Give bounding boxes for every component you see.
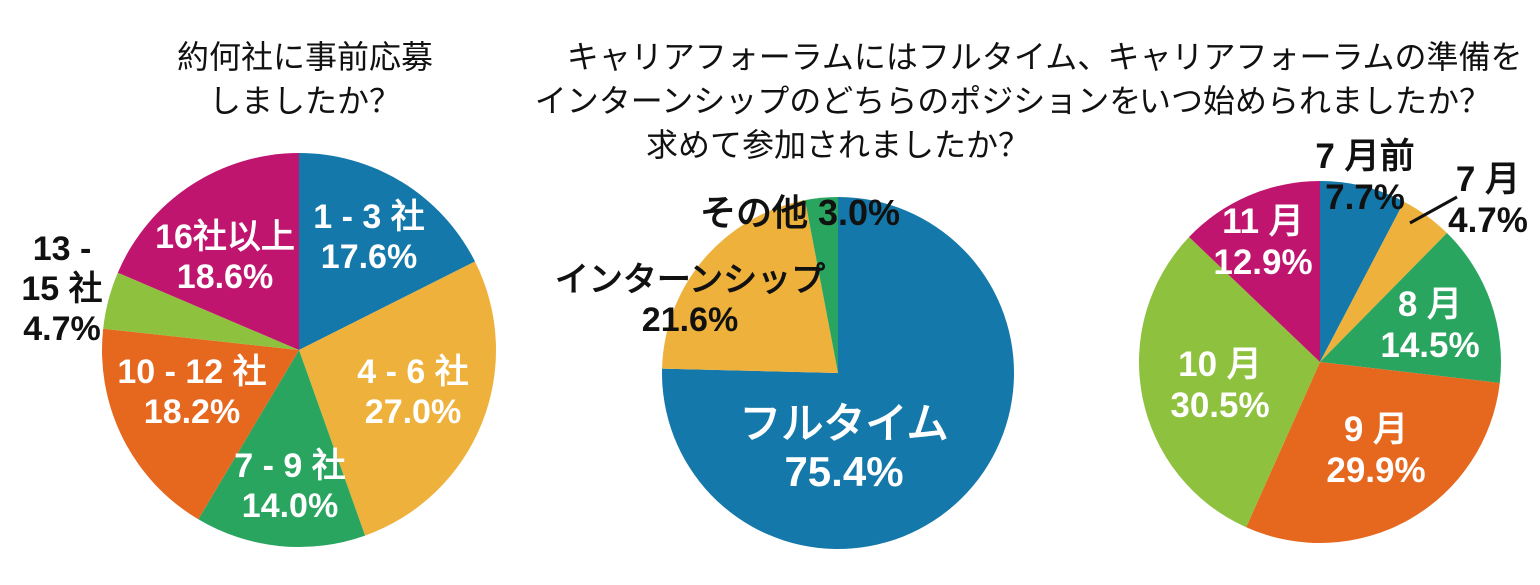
pie3-slice-9月 — [1246, 362, 1500, 544]
slice-label-line: 10 - 12 社 — [117, 353, 267, 391]
pie1-label-10-12社: 10 - 12 社 18.2% — [117, 352, 266, 432]
chart1-title-line: しましたか？ — [208, 83, 402, 119]
pie2-label-インターンシップ: インターンシップ 21.6% — [555, 260, 825, 340]
slice-label-line: 27.0% — [364, 393, 462, 431]
pie1-label-4-6社: 4 - 6 社 27.0% — [357, 352, 468, 432]
slice-label-line: 13 - — [32, 230, 92, 268]
pie1-label-1-3社: 1 - 3 社 17.6% — [313, 197, 424, 277]
slice-label-line: インターンシップ — [554, 261, 826, 299]
pie1-label-7-9社: 7 - 9 社 14.0% — [234, 446, 345, 526]
slice-label-line: 29.9% — [1326, 451, 1426, 490]
slice-label-line: フルタイム — [739, 400, 949, 447]
slice-label-line: 4.7% — [23, 310, 101, 348]
pie3-slice-8月 — [1320, 233, 1501, 383]
slice-label-line: 4 - 6 社 — [357, 353, 469, 391]
slice-label-line: 16社以上 — [155, 218, 295, 256]
slice-label-line: その他 3.0% — [699, 192, 901, 233]
pie1-slice-4-6社 — [299, 261, 497, 536]
slice-label-line: 15 社 — [21, 270, 103, 308]
slice-label-line: 7 月 — [1455, 160, 1521, 199]
pie2-slice-フルタイム — [662, 197, 1015, 550]
pie3-label-8月: 8 月 14.5% — [1380, 284, 1479, 366]
pie3-slice-7月前 — [1320, 181, 1405, 362]
slice-label-line: 10 月 — [1178, 345, 1262, 384]
pie2-label-フルタイム: フルタイム 75.4% — [739, 400, 948, 496]
chart3-title-line: いつ始められましたか？ — [1138, 83, 1492, 119]
slice-label-line: 18.6% — [176, 258, 274, 296]
pie3-slice-11月 — [1189, 181, 1320, 362]
pie3-label-7月前: 7 月前 7.7% — [1315, 136, 1414, 218]
slice-label-line: 30.5% — [1170, 386, 1270, 425]
slice-label-line: 11 月 — [1222, 202, 1304, 241]
pie3-slice-10月 — [1138, 237, 1320, 528]
slice-label-line: 7 - 9 社 — [234, 447, 346, 485]
slice-label-line: 7 月前 — [1315, 137, 1415, 176]
pie3-label-11月: 11 月 12.9% — [1213, 201, 1312, 283]
chart1-title-line: 約何社に事前応募 — [176, 39, 434, 75]
pie3-label-9月: 9 月 29.9% — [1326, 409, 1425, 491]
slice-label-line: 14.0% — [241, 487, 339, 525]
slice-label-line: 12.9% — [1213, 243, 1313, 282]
chart2-title-line: 求めて参加されましたか？ — [645, 127, 1030, 163]
slice-label-line: 8 月 — [1397, 285, 1463, 324]
chart2-title-line: インターンシップのどちらのポジションを — [534, 83, 1142, 119]
pie2-label-その他: その他 3.0% — [700, 192, 900, 234]
chart2-title-line: キャリアフォーラムにはフルタイム、 — [566, 39, 1110, 75]
slice-label-line: 18.2% — [143, 393, 241, 431]
pie1-label-16社以上: 16社以上 18.6% — [155, 217, 295, 297]
pie3-label-10月: 10 月 30.5% — [1170, 344, 1269, 426]
slice-label-line: 1 - 3 社 — [313, 198, 425, 236]
pie2-slice-インターンシップ — [662, 200, 838, 373]
pie3-label-7月: 7 月 4.7% — [1448, 159, 1528, 241]
pie1-label-13-15社: 13 -15 社 4.7% — [21, 229, 102, 349]
pie1-slice-16社以上 — [117, 152, 299, 350]
slice-label-line: 21.6% — [641, 301, 739, 339]
pie2-slice-その他 — [805, 197, 838, 373]
pie1-slice-13-15社 — [103, 272, 300, 350]
chart3-title: キャリアフォーラムの準備を いつ始められましたか？ — [1107, 35, 1522, 123]
slice-label-line: 9 月 — [1343, 410, 1409, 449]
slice-label-line: 17.6% — [320, 238, 418, 276]
slice-label-line: 7.7% — [1325, 178, 1405, 217]
chart3-title-line: キャリアフォーラムの準備を — [1107, 39, 1523, 75]
pie1-slice-1-3社 — [299, 153, 475, 350]
slice-label-line: 14.5% — [1380, 326, 1480, 365]
pie3-leader-line-7月 — [1409, 195, 1458, 225]
pie1-slice-10-12社 — [101, 328, 299, 520]
pie3-slice-7月 — [1320, 201, 1447, 362]
slice-label-line: 75.4% — [784, 448, 904, 495]
chart2-title: キャリアフォーラムにはフルタイム、 インターンシップのどちらのポジションを 求めて参… — [535, 35, 1141, 167]
chart1-title: 約何社に事前応募 しましたか？ — [177, 35, 433, 123]
slice-label-line: 4.7% — [1448, 201, 1528, 240]
pie1-slice-7-9社 — [198, 350, 366, 547]
